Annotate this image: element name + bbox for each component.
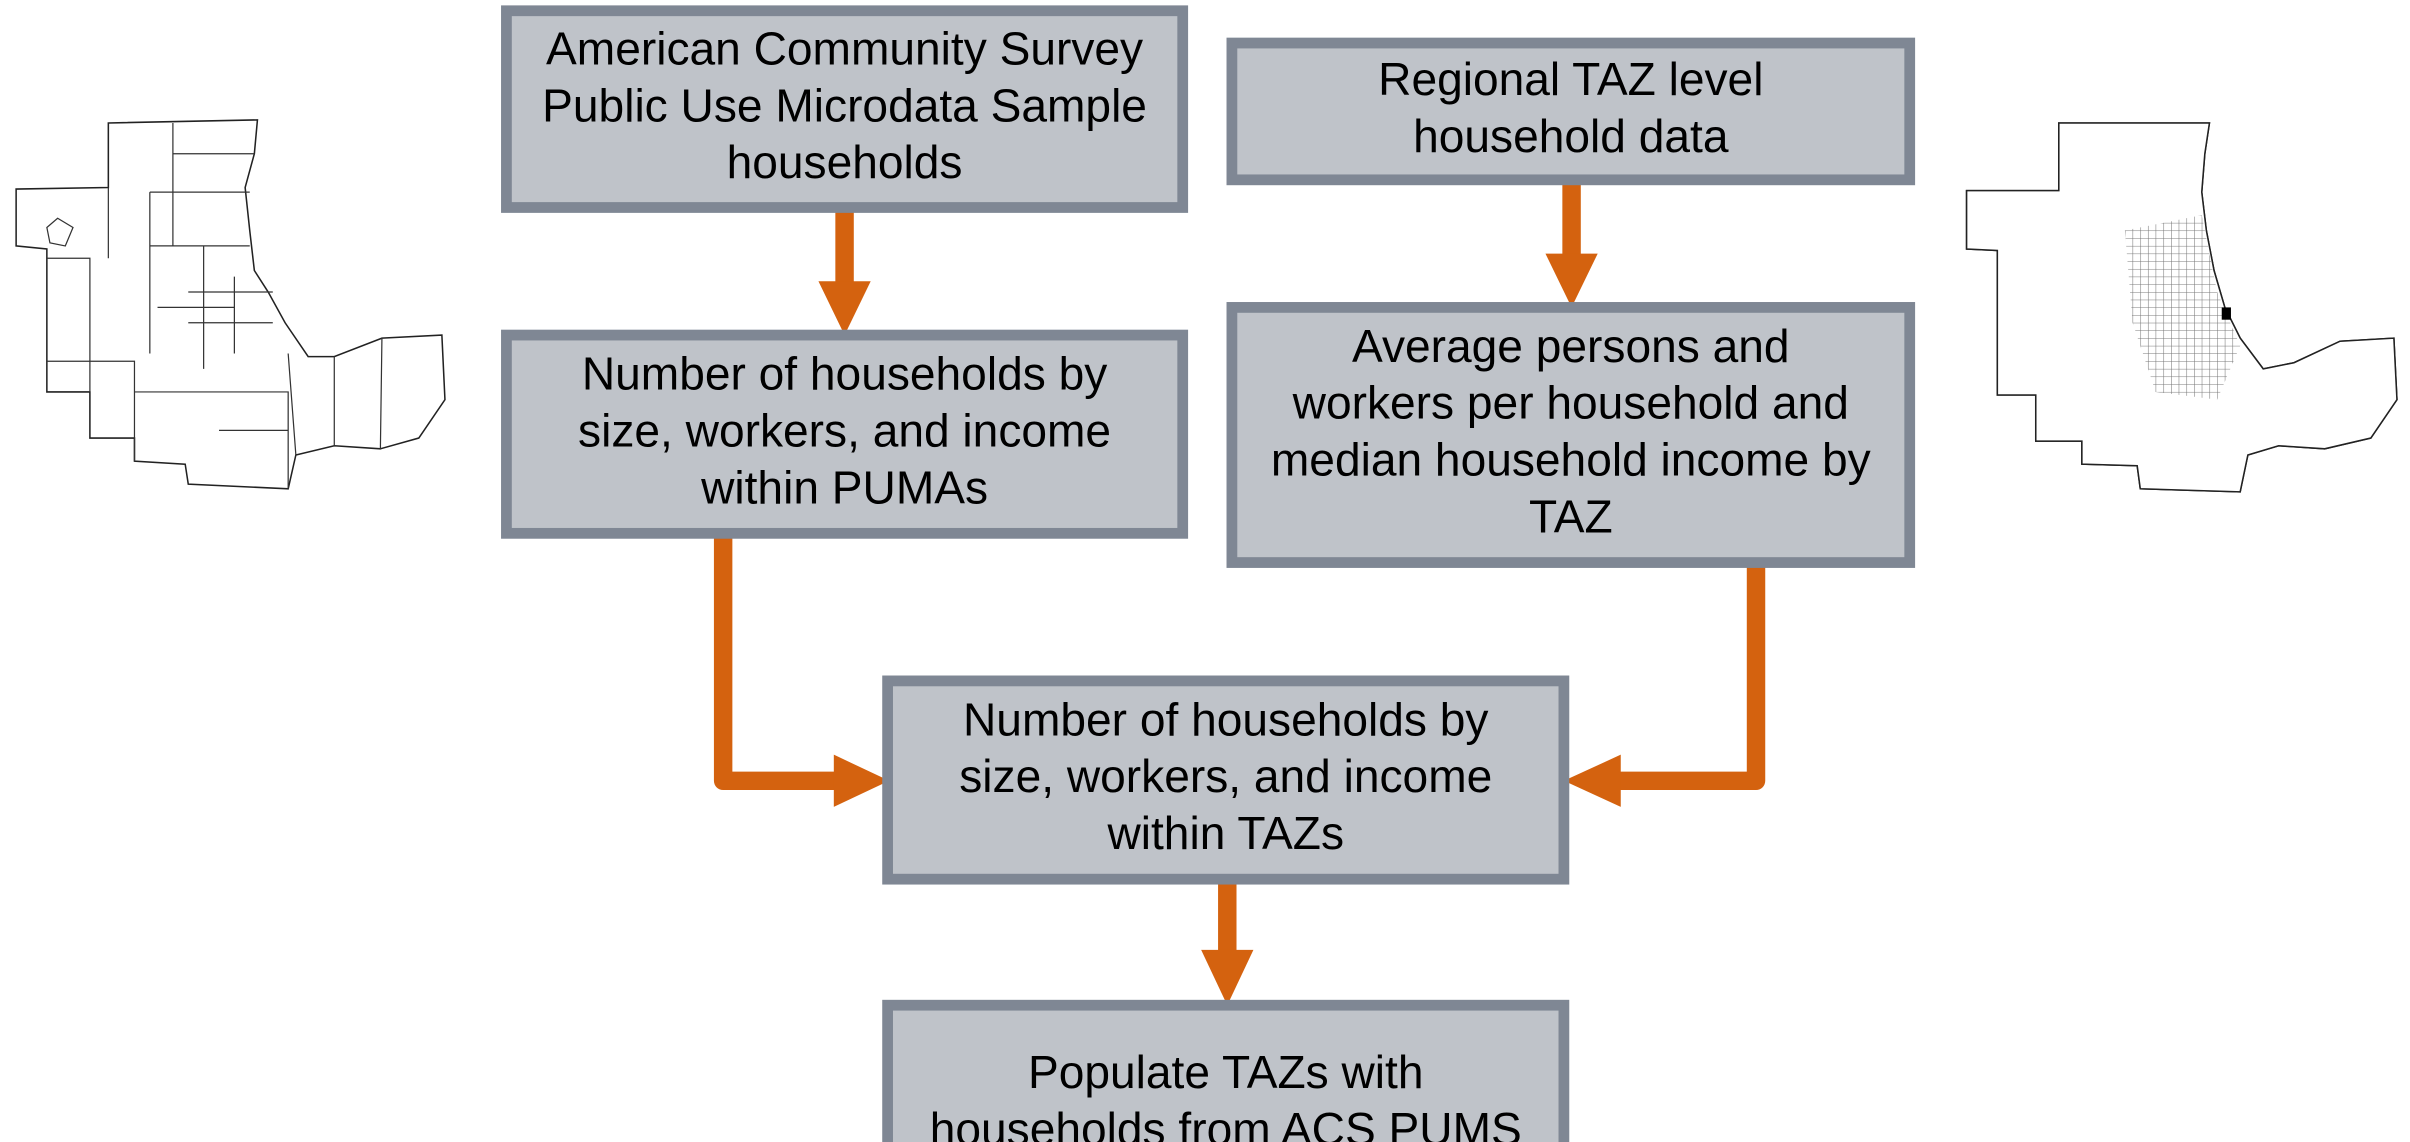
label-line: within PUMAs	[700, 461, 988, 513]
label-line: TAZ	[1529, 490, 1613, 542]
label-line: Average persons and	[1352, 320, 1790, 372]
label-line: Number of households by	[963, 693, 1488, 745]
connectors	[713, 179, 1766, 1006]
process-box	[501, 329, 1189, 539]
label-line: workers per household and	[1292, 377, 1849, 429]
process-box	[1226, 302, 1916, 568]
label-line: size, workers, and income	[578, 404, 1111, 456]
box-label: Populate TAZs with households from ACS PU…	[930, 1046, 1522, 1142]
box-label: American Community Survey Public Use Micr…	[542, 22, 1147, 188]
box-label: Number of households by size, workers, an…	[578, 348, 1111, 514]
process-box	[882, 675, 1570, 885]
puma-map	[15, 119, 446, 490]
label-line: Public Use Microdata Sample	[542, 79, 1147, 131]
label-line: Regional TAZ level	[1378, 53, 1763, 105]
taz-map	[1965, 122, 2398, 493]
label-line: households	[727, 136, 963, 188]
label-line: households from ACS PUMS	[930, 1103, 1522, 1142]
label-line: Populate TAZs with	[1028, 1046, 1424, 1098]
box-label: Average persons and workers per household…	[1271, 320, 1871, 543]
label-line: size, workers, and income	[959, 750, 1492, 802]
label-line: Number of households by	[582, 348, 1107, 400]
label-line: household data	[1413, 110, 1729, 162]
label-line: median household income by	[1271, 434, 1871, 486]
label-line: within TAZs	[1106, 807, 1344, 859]
label-line: American Community Survey	[546, 22, 1143, 74]
process-box	[1226, 37, 1916, 186]
process-box	[882, 999, 1570, 1142]
box-label: Number of households by size, workers, an…	[959, 693, 1492, 859]
boxes: American Community Survey Public Use Micr…	[501, 5, 1916, 1142]
process-box	[501, 5, 1189, 213]
box-label: Regional TAZ level household data	[1378, 53, 1763, 162]
